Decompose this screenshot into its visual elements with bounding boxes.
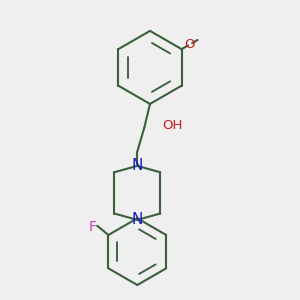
Text: N: N xyxy=(132,158,143,173)
Text: OH: OH xyxy=(162,119,182,132)
Text: O: O xyxy=(185,38,195,51)
Text: N: N xyxy=(132,212,143,227)
Text: F: F xyxy=(89,220,97,234)
